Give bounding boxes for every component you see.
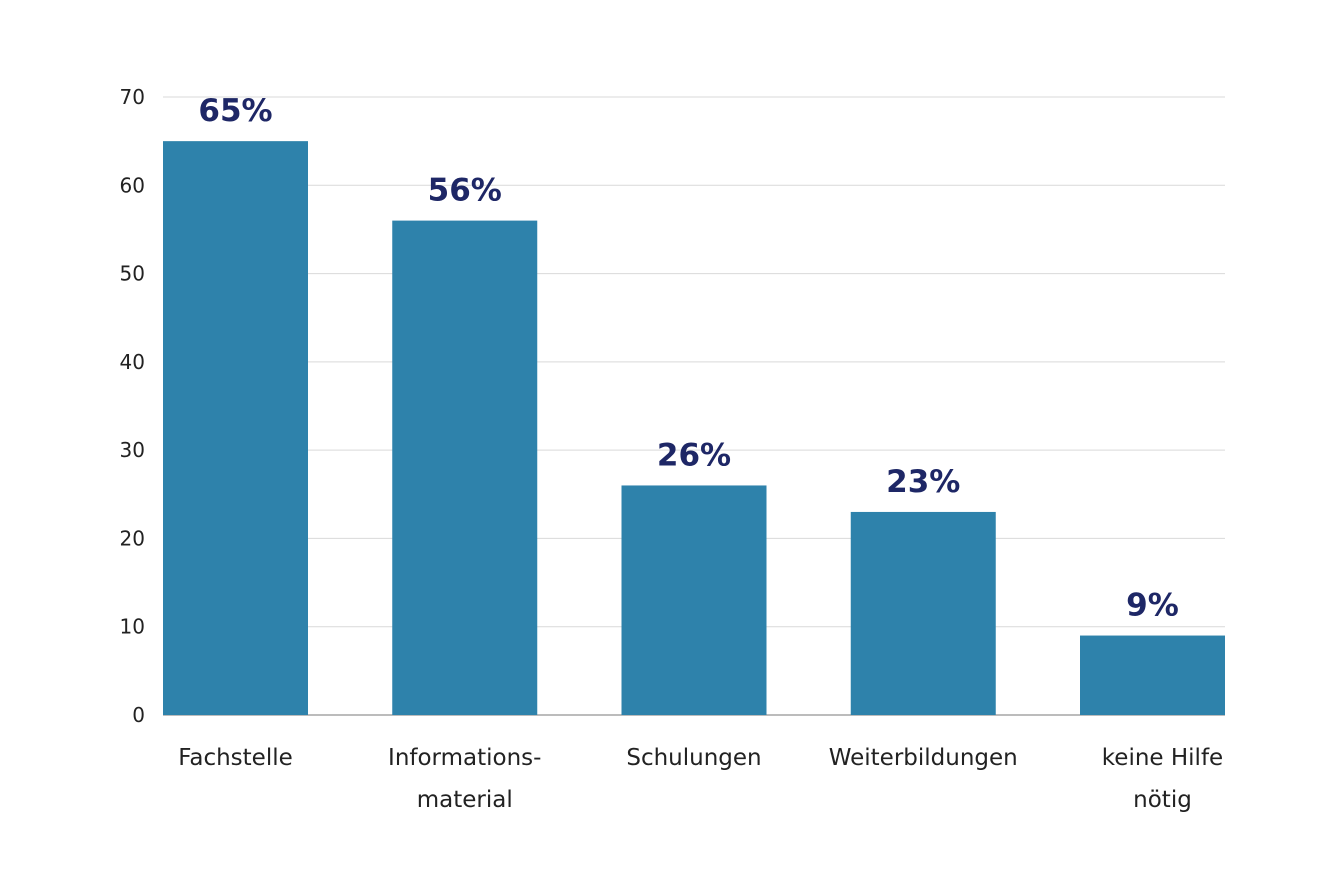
y-tick-label: 0 [132, 703, 145, 727]
bar [392, 220, 538, 715]
data-label: 9% [1126, 588, 1179, 624]
category-label: nötig [1133, 787, 1192, 813]
category-label: Weiterbildungen [829, 745, 1018, 771]
category-label: material [417, 787, 513, 813]
y-tick-label: 60 [120, 173, 145, 197]
data-label: 26% [657, 437, 731, 473]
data-labels: 65% 56% 26% 23% 9% [198, 93, 1178, 623]
category-label: keine Hilfe [1102, 745, 1223, 771]
data-label: 56% [428, 173, 502, 209]
y-tick-label: 40 [120, 350, 145, 374]
gridlines [163, 96, 1225, 716]
y-axis-ticks: 0 10 20 30 40 50 60 70 [120, 85, 145, 727]
category-label: Fachstelle [178, 745, 293, 771]
category-label: Informations- [388, 745, 541, 771]
y-tick-label: 30 [120, 438, 145, 462]
x-axis-categories: Fachstelle Informations-material Schulunge… [178, 745, 1223, 813]
y-tick-label: 20 [120, 526, 145, 550]
bars [163, 141, 1225, 716]
category-label: Schulungen [626, 745, 761, 771]
y-tick-label: 50 [120, 262, 145, 286]
y-tick-label: 10 [120, 615, 145, 639]
y-tick-label: 70 [120, 85, 145, 109]
bar [1080, 635, 1225, 715]
bar [621, 485, 767, 715]
bar [163, 141, 308, 716]
data-label: 23% [886, 464, 960, 500]
data-label: 65% [198, 93, 272, 129]
bar [850, 511, 996, 715]
